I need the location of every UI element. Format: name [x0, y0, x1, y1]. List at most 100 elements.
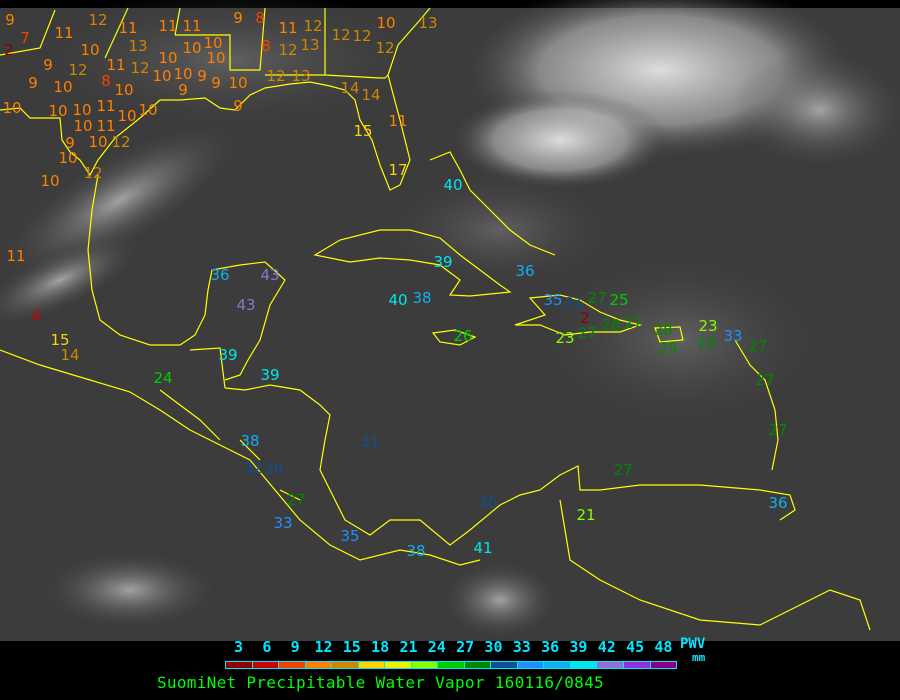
station-pwv-value: 2: [580, 309, 590, 327]
pacific-coast: [0, 349, 481, 566]
station-pwv-value: 11: [96, 117, 115, 135]
station-pwv-value: 29: [658, 339, 677, 357]
station-pwv-value: 30: [264, 460, 283, 478]
scale-swatch: [226, 662, 253, 668]
station-pwv-value: 10: [72, 101, 91, 119]
station-pwv-value: 35: [543, 291, 562, 309]
hispaniola: [514, 294, 643, 336]
station-pwv-value: 30: [478, 494, 497, 512]
station-pwv-value: 27: [768, 421, 787, 439]
station-pwv-value: 9: [197, 67, 207, 85]
station-pwv-value: 12: [375, 39, 394, 57]
scale-swatch: [411, 662, 439, 668]
station-pwv-value: 27: [286, 491, 305, 509]
scale-swatch: [623, 662, 651, 668]
scale-tick-label: 36: [541, 638, 560, 656]
jamaica: [431, 329, 477, 346]
station-pwv-value: 43: [236, 296, 255, 314]
station-pwv-value: 7: [20, 29, 30, 47]
unit-label: PWV: [680, 636, 706, 652]
scale-tick-label: 3: [233, 638, 244, 656]
station-pwv-value: 33: [723, 327, 742, 345]
station-pwv-value: 13: [128, 37, 147, 55]
bahamas: [429, 151, 556, 256]
scale-swatch: [650, 662, 677, 668]
station-pwv-value: 43: [260, 266, 279, 284]
station-pwv-value: 26: [453, 327, 472, 345]
station-pwv-value: 11: [106, 56, 125, 74]
station-pwv-value: 27: [577, 324, 596, 342]
mexico-coast: [87, 174, 286, 381]
us-gulf-coast: [0, 7, 431, 191]
station-pwv-value: 12: [68, 61, 87, 79]
station-pwv-value: 10: [48, 102, 67, 120]
station-pwv-value: 9: [233, 97, 243, 115]
station-pwv-value: 12: [266, 67, 285, 85]
station-pwv-value: 2: [4, 41, 14, 59]
station-pwv-value: 10: [158, 49, 177, 67]
scale-swatch: [438, 662, 465, 668]
station-pwv-value: 11: [96, 97, 115, 115]
station-pwv-value: 12: [130, 59, 149, 77]
station-pwv-value: 15: [50, 331, 69, 349]
station-pwv-value: 9: [5, 11, 15, 29]
station-pwv-value: 10: [203, 34, 222, 52]
station-pwv-value: 8: [101, 72, 111, 90]
station-pwv-value: 28: [601, 316, 620, 334]
station-pwv-value: 21: [576, 506, 595, 524]
station-pwv-value: 13: [300, 36, 319, 54]
station-pwv-value: 36: [515, 262, 534, 280]
station-pwv-value: 10: [58, 149, 77, 167]
station-pwv-value: 11: [388, 112, 407, 130]
station-pwv-value: 12: [278, 41, 297, 59]
station-pwv-value: 10: [80, 41, 99, 59]
south-america-interior: [559, 499, 871, 631]
station-pwv-value: 10: [53, 78, 72, 96]
station-pwv-value: 41: [473, 539, 492, 557]
station-pwv-value: 8: [261, 37, 271, 55]
station-pwv-value: 27: [613, 461, 632, 479]
station-pwv-value: 11: [158, 17, 177, 35]
station-pwv-value: 10: [114, 81, 133, 99]
puerto-rico: [654, 326, 684, 343]
station-pwv-value: 32: [243, 459, 262, 477]
station-pwv-value: 14: [340, 79, 359, 97]
station-pwv-value: 11: [118, 19, 137, 37]
scale-swatch: [252, 662, 280, 668]
station-pwv-value: 11: [54, 24, 73, 42]
central-america-borders: [159, 347, 301, 501]
scale-tick-label: 6: [262, 638, 272, 656]
station-pwv-value: 35: [340, 527, 359, 545]
top-border: [0, 0, 900, 8]
us-state-borders: [0, 7, 389, 79]
scale-tick-label: 18: [371, 638, 390, 656]
station-pwv-value: 24: [153, 369, 172, 387]
scale-swatch: [358, 662, 386, 668]
station-pwv-value: 27: [623, 314, 642, 332]
station-pwv-value: 14: [361, 86, 380, 104]
station-pwv-value: 10: [138, 101, 157, 119]
coastlines: [0, 7, 871, 631]
station-pwv-value: 27: [755, 371, 774, 389]
unit: mm: [692, 651, 706, 664]
station-pwv-value: 39: [433, 253, 452, 271]
scale-tick-label: 39: [569, 638, 588, 656]
station-pwv-value: 13: [418, 14, 437, 32]
cloud-cover: [0, 0, 900, 640]
station-pwv-value: 10: [2, 99, 21, 117]
scale-tick-label: 27: [456, 638, 475, 656]
station-pwv-value: 12: [303, 17, 322, 35]
station-pwv-value: 9: [65, 134, 75, 152]
scale-tick-label: 15: [342, 638, 361, 656]
scale-swatch: [279, 662, 306, 668]
station-pwv-value: 9: [233, 9, 243, 27]
station-pwv-value: 39: [260, 366, 279, 384]
station-pwv-value: 28: [653, 321, 672, 339]
scale-swatch: [305, 662, 333, 668]
scale-swatch: [570, 662, 598, 668]
station-pwv-value: 10: [40, 172, 59, 190]
station-pwv-value: 10: [173, 65, 192, 83]
station-pwv-value: 39: [218, 346, 237, 364]
scale-swatch: [464, 662, 492, 668]
